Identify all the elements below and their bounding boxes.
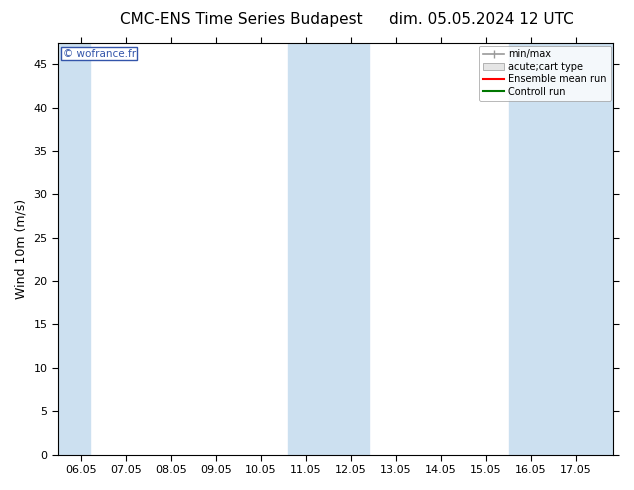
Y-axis label: Wind 10m (m/s): Wind 10m (m/s) <box>15 198 28 299</box>
Text: © wofrance.fr: © wofrance.fr <box>63 49 136 59</box>
Bar <box>58 43 89 455</box>
Bar <box>288 43 369 455</box>
Legend: min/max, acute;cart type, Ensemble mean run, Controll run: min/max, acute;cart type, Ensemble mean … <box>479 46 611 100</box>
Text: dim. 05.05.2024 12 UTC: dim. 05.05.2024 12 UTC <box>389 12 574 27</box>
Text: CMC-ENS Time Series Budapest: CMC-ENS Time Series Budapest <box>120 12 362 27</box>
Bar <box>508 43 614 455</box>
